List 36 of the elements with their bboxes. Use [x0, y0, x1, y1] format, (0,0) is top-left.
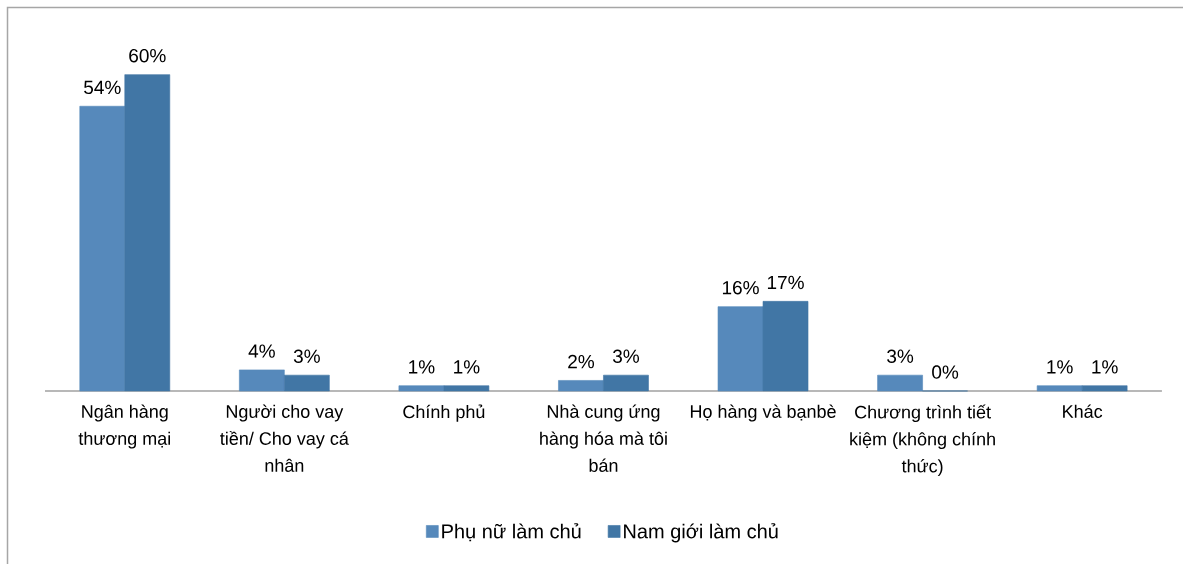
bar [717, 306, 764, 392]
bar [877, 374, 923, 392]
x-tick-label: Chính phủ [403, 404, 485, 422]
data-label: 1% [1092, 360, 1118, 374]
legend-label: Phụ nữ làm chủ [442, 523, 581, 542]
x-tick-label: Người cho vay tiền/ Cho vay cá nhân [220, 404, 349, 472]
data-label: 60% [129, 48, 166, 63]
data-label: 2% [568, 354, 595, 369]
data-label: 3% [887, 349, 914, 363]
bar [443, 385, 490, 392]
bar [79, 105, 126, 392]
x-tick-label: Nhà cung ứng hàng hóa mà tôi bán [540, 404, 667, 472]
bar [398, 385, 445, 392]
x-tick-label: Họ hàng và bạnbè [690, 404, 836, 422]
bar [762, 301, 809, 392]
data-label: 17% [767, 275, 804, 290]
data-label: 3% [293, 349, 320, 363]
x-tick-label: Ngân hàng thương mại [78, 404, 170, 449]
data-label: 1% [1047, 360, 1073, 374]
x-tick-label: Chương trình tiết kiệm (không chính thức) [850, 404, 995, 477]
legend-label: Nam giới làm chủ [624, 523, 778, 543]
data-label: 1% [454, 360, 480, 374]
bar [1081, 385, 1128, 392]
bar [603, 374, 649, 392]
bar [284, 374, 330, 392]
bar [1036, 385, 1083, 392]
data-label: 0% [932, 365, 959, 379]
bar [239, 369, 285, 392]
data-label: 1% [409, 360, 435, 374]
bar [124, 74, 171, 392]
bar [558, 380, 604, 392]
data-label: 3% [612, 349, 640, 363]
x-tick-label: Khác [1063, 404, 1103, 418]
data-label: 16% [722, 280, 759, 295]
data-label: 54% [84, 80, 121, 95]
data-label: 4% [248, 344, 275, 358]
